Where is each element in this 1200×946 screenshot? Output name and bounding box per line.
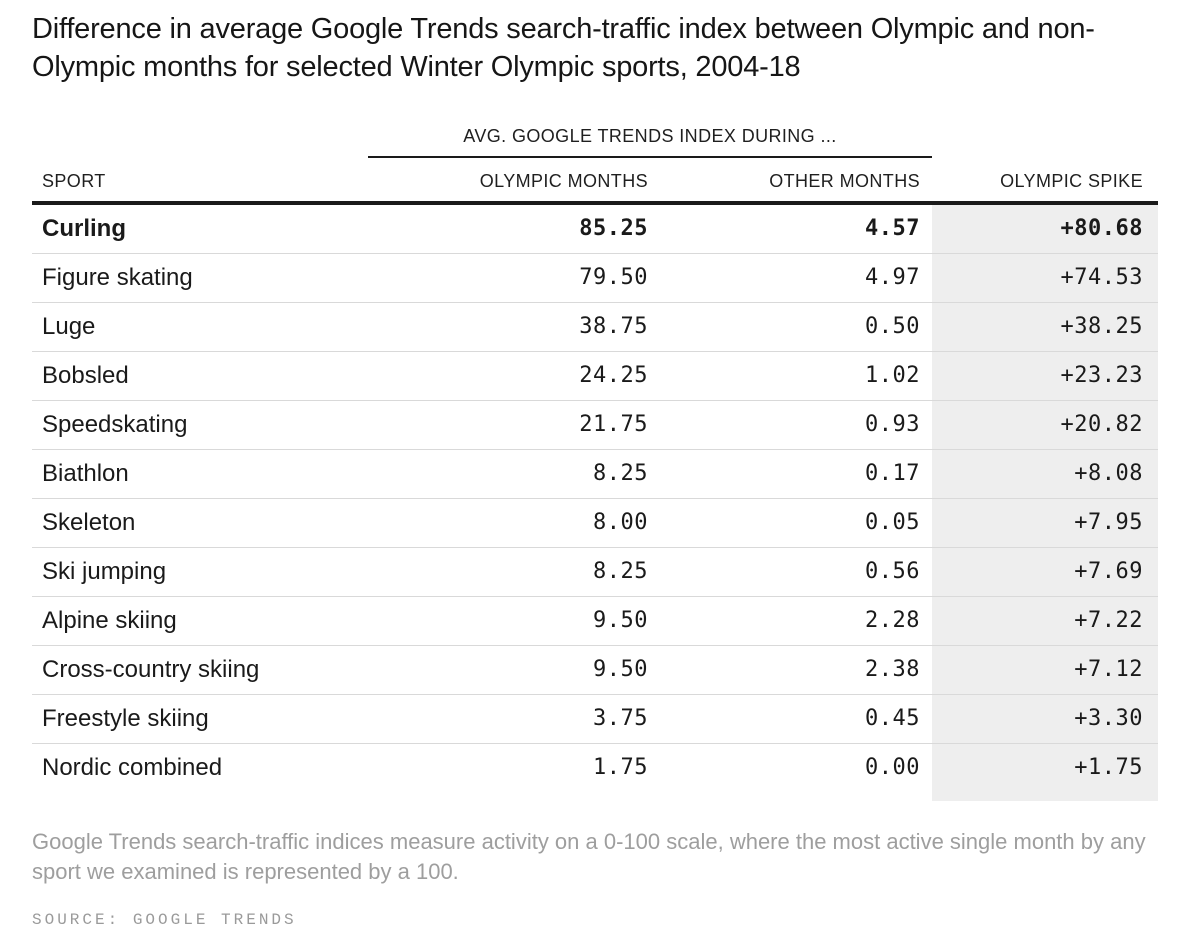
olympic-spike-cell: +23.23: [1060, 363, 1143, 388]
olympic-months-cell: 79.50: [579, 265, 648, 290]
footnote: Google Trends search-traffic indices mea…: [32, 829, 1146, 884]
table-row: Ski jumping 8.25 0.56 +7.69: [32, 548, 1158, 597]
column-header-olympic-months: OLYMPIC MONTHS: [479, 171, 648, 191]
sport-cell: Alpine skiing: [42, 607, 177, 634]
sport-cell: Curling: [42, 215, 126, 242]
olympic-months-cell: 8.25: [593, 461, 648, 486]
source-credit: SOURCE: GOOGLE TRENDS: [32, 911, 297, 929]
span-header-spacer-right: [932, 126, 1158, 158]
table-row: Bobsled 24.25 1.02 +23.23: [32, 352, 1158, 401]
span-header: AVG. GOOGLE TRENDS INDEX DURING ...: [368, 126, 932, 158]
table-row: Biathlon 8.25 0.17 +8.08: [32, 450, 1158, 499]
table-row: Nordic combined 1.75 0.00 +1.75: [32, 744, 1158, 793]
table-row: Speedskating 21.75 0.93 +20.82: [32, 401, 1158, 450]
table-row: Alpine skiing 9.50 2.28 +7.22: [32, 597, 1158, 646]
sport-cell: Biathlon: [42, 460, 129, 487]
other-months-cell: 1.02: [865, 363, 920, 388]
other-months-cell: 4.57: [865, 216, 920, 241]
olympic-months-cell: 24.25: [579, 363, 648, 388]
table-row: Figure skating 79.50 4.97 +74.53: [32, 254, 1158, 303]
span-header-spacer-left: [32, 126, 368, 158]
other-months-cell: 0.00: [865, 755, 920, 780]
olympic-months-cell: 8.00: [593, 510, 648, 535]
olympic-months-cell: 9.50: [593, 608, 648, 633]
sport-cell: Luge: [42, 313, 96, 340]
table-row: Freestyle skiing 3.75 0.45 +3.30: [32, 695, 1158, 744]
span-header-row: AVG. GOOGLE TRENDS INDEX DURING ...: [32, 126, 1158, 158]
table-row: Cross-country skiing 9.50 2.38 +7.12: [32, 646, 1158, 695]
olympic-months-cell: 8.25: [593, 559, 648, 584]
olympic-months-cell: 21.75: [579, 412, 648, 437]
page-title: Difference in average Google Trends sear…: [32, 13, 1095, 83]
table-row: Luge 38.75 0.50 +38.25: [32, 303, 1158, 352]
table-body: Curling 85.25 4.57 +80.68 Figure skating…: [32, 205, 1158, 801]
sport-cell: Speedskating: [42, 411, 188, 438]
other-months-cell: 0.93: [865, 412, 920, 437]
sport-cell: Cross-country skiing: [42, 656, 260, 683]
olympic-months-cell: 3.75: [593, 706, 648, 731]
olympic-spike-cell: +1.75: [1074, 755, 1143, 780]
olympic-spike-cell: +38.25: [1060, 314, 1143, 339]
olympic-spike-cell: +74.53: [1060, 265, 1143, 290]
sport-cell: Nordic combined: [42, 754, 223, 781]
sport-cell: Ski jumping: [42, 558, 167, 585]
olympic-spike-cell: +8.08: [1074, 461, 1143, 486]
olympic-spike-cell: +7.69: [1074, 559, 1143, 584]
other-months-cell: 0.56: [865, 559, 920, 584]
other-months-cell: 0.45: [865, 706, 920, 731]
table-rows: Curling 85.25 4.57 +80.68 Figure skating…: [32, 205, 1158, 793]
column-header-olympic-spike: OLYMPIC SPIKE: [1000, 171, 1143, 191]
olympic-months-cell: 1.75: [593, 755, 648, 780]
trends-table: AVG. GOOGLE TRENDS INDEX DURING ... SPOR…: [32, 126, 1158, 801]
sport-cell: Figure skating: [42, 264, 193, 291]
other-months-cell: 4.97: [865, 265, 920, 290]
olympic-months-cell: 9.50: [593, 657, 648, 682]
olympic-spike-cell: +7.95: [1074, 510, 1143, 535]
column-header-sport: SPORT: [42, 171, 106, 191]
olympic-spike-column-background: [932, 205, 1158, 801]
column-header-other-months: OTHER MONTHS: [769, 171, 920, 191]
olympic-months-cell: 85.25: [579, 216, 648, 241]
sport-cell: Freestyle skiing: [42, 705, 209, 732]
other-months-cell: 0.17: [865, 461, 920, 486]
sport-cell: Bobsled: [42, 362, 129, 389]
olympic-spike-cell: +7.12: [1074, 657, 1143, 682]
other-months-cell: 2.38: [865, 657, 920, 682]
other-months-cell: 2.28: [865, 608, 920, 633]
olympic-spike-cell: +20.82: [1060, 412, 1143, 437]
table-row: Curling 85.25 4.57 +80.68: [32, 205, 1158, 254]
sport-cell: Skeleton: [42, 509, 136, 536]
other-months-cell: 0.05: [865, 510, 920, 535]
column-header-row: SPORT OLYMPIC MONTHS OTHER MONTHS OLYMPI…: [32, 158, 1158, 205]
olympic-spike-cell: +3.30: [1074, 706, 1143, 731]
olympic-spike-cell: +7.22: [1074, 608, 1143, 633]
olympic-spike-cell: +80.68: [1060, 216, 1143, 241]
olympic-months-cell: 38.75: [579, 314, 648, 339]
table-row: Skeleton 8.00 0.05 +7.95: [32, 499, 1158, 548]
other-months-cell: 0.50: [865, 314, 920, 339]
